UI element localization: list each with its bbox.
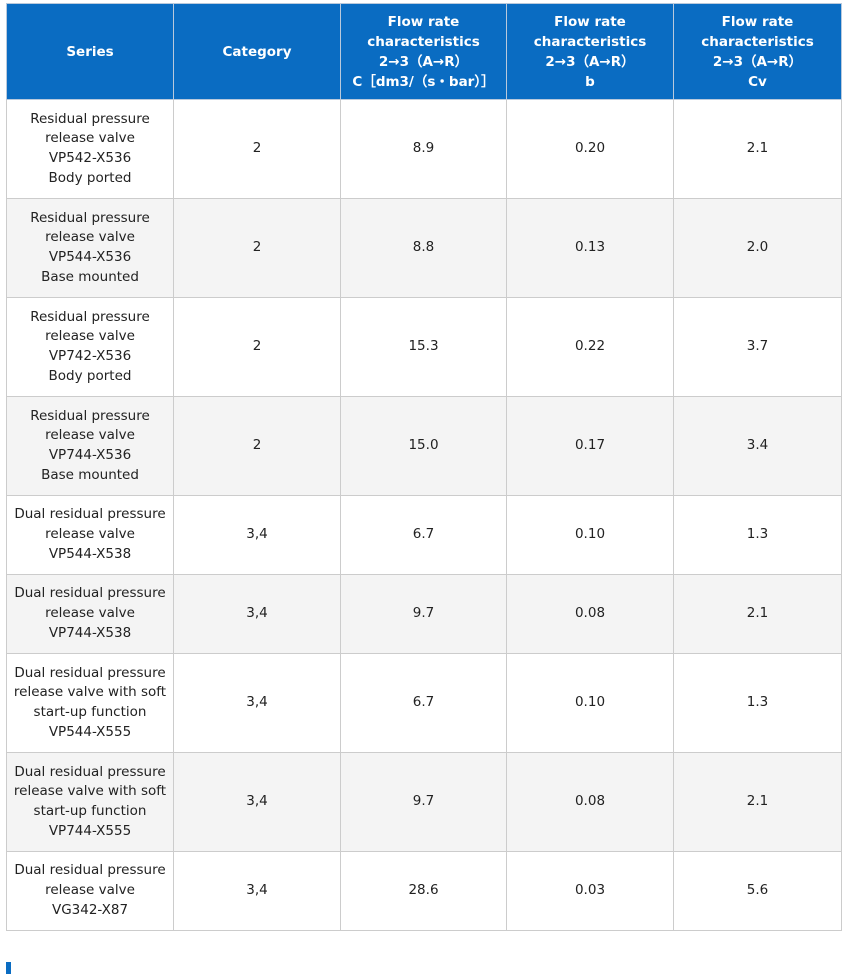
series-line: VG342-X87 xyxy=(51,901,129,918)
cell-flow-b: 0.20 xyxy=(506,99,674,199)
header-flow-c: Flow rate characteristics 2→3（A→R） C［dm3… xyxy=(340,3,507,100)
series-line: Dual residual pressure xyxy=(14,506,166,523)
cell-series: Dual residual pressure release valve VG342… xyxy=(6,851,174,931)
cell-series: Dual residual pressure release valve with… xyxy=(6,653,174,753)
series-line: Residual pressure xyxy=(30,407,150,424)
cell-series: Dual residual pressure release valve VP744… xyxy=(6,574,174,654)
series-line: VP544-X555 xyxy=(48,723,132,740)
cell-flow-c: 6.7 xyxy=(340,653,507,753)
table-row: Residual pressure release valve VP744-X536… xyxy=(6,396,842,496)
series-line: VP744-X555 xyxy=(48,822,132,839)
table-row: Dual residual pressure release valve with… xyxy=(6,653,842,753)
cell-flow-c: 6.7 xyxy=(340,495,507,575)
flow-rate-table: Series Category Flow rate characteristic… xyxy=(6,3,842,931)
cell-category: 3,4 xyxy=(173,851,341,931)
series-line: release valve with soft xyxy=(13,783,167,800)
series-line: start-up function xyxy=(33,704,147,720)
cell-category: 3,4 xyxy=(173,495,341,575)
series-line: VP544-X536 xyxy=(48,249,132,265)
table-body: Residual pressure release valve VP542-X536… xyxy=(6,99,842,931)
cell-flow-b: 0.03 xyxy=(506,851,674,931)
series-line: VP544-X538 xyxy=(48,545,132,562)
cell-flow-cv: 5.6 xyxy=(673,851,842,931)
cell-flow-b: 0.08 xyxy=(506,574,674,654)
cell-flow-cv: 3.4 xyxy=(673,396,842,496)
cell-category: 3,4 xyxy=(173,574,341,654)
series-line: Body ported xyxy=(48,169,132,186)
series-line: start-up function xyxy=(33,803,147,819)
series-line: release valve xyxy=(45,130,135,147)
series-line: VP742-X536 xyxy=(48,348,132,364)
series-line: release valve xyxy=(45,229,135,246)
series-line: Residual pressure xyxy=(30,209,150,226)
series-line: release valve with soft xyxy=(13,684,167,701)
series-line: Residual pressure xyxy=(30,308,150,325)
cell-flow-cv: 2.1 xyxy=(673,574,842,654)
cell-flow-cv: 3.7 xyxy=(673,297,842,397)
table-row: Dual residual pressure release valve VG342… xyxy=(6,851,842,931)
header-series: Series xyxy=(6,3,174,100)
table-header: Series Category Flow rate characteristic… xyxy=(6,3,842,100)
series-line: Residual pressure xyxy=(30,110,150,127)
cell-flow-b: 0.10 xyxy=(506,653,674,753)
table-row: Residual pressure release valve VP544-X536… xyxy=(6,198,842,298)
table-row: Residual pressure release valve VP542-X536… xyxy=(6,99,842,199)
cell-flow-b: 0.13 xyxy=(506,198,674,298)
cell-flow-cv: 1.3 xyxy=(673,653,842,753)
cell-series: Residual pressure release valve VP744-X536… xyxy=(6,396,174,496)
cell-flow-b: 0.08 xyxy=(506,752,674,852)
header-flow-b: Flow rate characteristics 2→3（A→R） b xyxy=(506,3,674,100)
cell-flow-c: 9.7 xyxy=(340,752,507,852)
cell-flow-c: 9.7 xyxy=(340,574,507,654)
cell-category: 3,4 xyxy=(173,752,341,852)
cell-series: Residual pressure release valve VP542-X536… xyxy=(6,99,174,199)
cell-flow-c: 15.0 xyxy=(340,396,507,496)
cell-series: Dual residual pressure release valve with… xyxy=(6,752,174,852)
table-row: Dual residual pressure release valve with… xyxy=(6,752,842,852)
cell-flow-cv: 2.1 xyxy=(673,99,842,199)
cell-category: 2 xyxy=(173,297,341,397)
header-row: Series Category Flow rate characteristic… xyxy=(6,3,842,100)
series-line: Base mounted xyxy=(41,466,139,483)
cell-flow-cv: 2.1 xyxy=(673,752,842,852)
cell-flow-c: 28.6 xyxy=(340,851,507,931)
series-line: Dual residual pressure xyxy=(14,862,166,879)
series-line: release valve xyxy=(45,427,135,444)
series-line: Body ported xyxy=(48,367,132,384)
cell-category: 2 xyxy=(173,99,341,199)
series-line: release valve xyxy=(45,526,135,543)
table-row: Dual residual pressure release valve VP744… xyxy=(6,574,842,654)
series-line: VP542-X536 xyxy=(48,150,132,166)
series-line: release valve xyxy=(45,605,135,622)
header-flow-cv: Flow rate characteristics 2→3（A→R） Cv xyxy=(673,3,842,100)
section-marker xyxy=(6,962,11,974)
header-category: Category xyxy=(173,3,341,100)
cell-series: Residual pressure release valve VP742-X536… xyxy=(6,297,174,397)
cell-category: 2 xyxy=(173,396,341,496)
cell-series: Dual residual pressure release valve VP544… xyxy=(6,495,174,575)
series-line: Dual residual pressure xyxy=(14,763,166,780)
series-line: VP744-X536 xyxy=(48,447,132,463)
cell-series: Residual pressure release valve VP544-X536… xyxy=(6,198,174,298)
cell-flow-b: 0.17 xyxy=(506,396,674,496)
series-line: Dual residual pressure xyxy=(14,585,166,602)
table-row: Dual residual pressure release valve VP544… xyxy=(6,495,842,575)
series-line: Base mounted xyxy=(41,268,139,285)
cell-flow-c: 8.9 xyxy=(340,99,507,199)
cell-flow-b: 0.10 xyxy=(506,495,674,575)
series-line: release valve xyxy=(45,328,135,345)
cell-flow-cv: 2.0 xyxy=(673,198,842,298)
cell-category: 2 xyxy=(173,198,341,298)
cell-flow-b: 0.22 xyxy=(506,297,674,397)
series-line: Dual residual pressure xyxy=(14,664,166,681)
cell-flow-c: 15.3 xyxy=(340,297,507,397)
cell-category: 3,4 xyxy=(173,653,341,753)
series-line: release valve xyxy=(45,882,135,899)
cell-flow-c: 8.8 xyxy=(340,198,507,298)
series-line: VP744-X538 xyxy=(48,624,132,641)
table-row: Residual pressure release valve VP742-X536… xyxy=(6,297,842,397)
cell-flow-cv: 1.3 xyxy=(673,495,842,575)
